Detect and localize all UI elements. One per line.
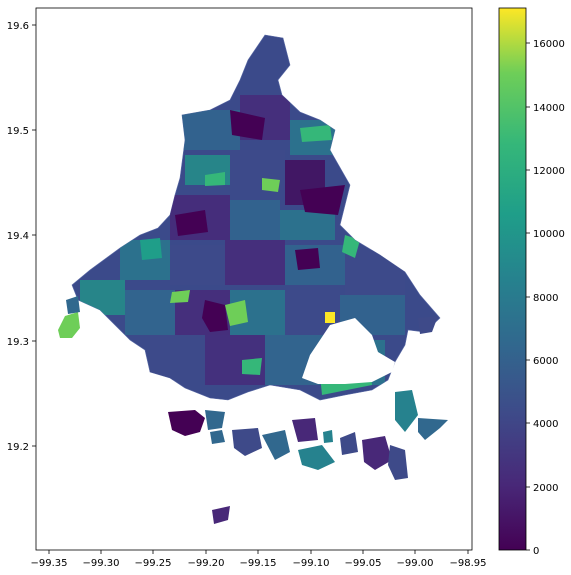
x-tick-label: −99.35 xyxy=(30,558,67,569)
colorbar-tick-label: 10000 xyxy=(533,229,565,240)
southern-fragments xyxy=(168,390,448,524)
y-tick-label: 19.3 xyxy=(7,337,29,348)
colorbar-tick-label: 16000 xyxy=(533,39,565,50)
airport-gap xyxy=(302,318,395,384)
x-tick-labels: −99.35 −99.30 −99.25 −99.20 −99.15 −99.1… xyxy=(30,558,486,569)
west-lobe xyxy=(58,312,80,338)
x-tick-label: −99.30 xyxy=(82,558,119,569)
west-lobe-2 xyxy=(66,296,80,314)
colorbar-tick-label: 12000 xyxy=(533,166,565,177)
y-tick-label: 19.6 xyxy=(7,21,29,32)
colorbar-tick-labels: 16000 14000 12000 10000 8000 6000 4000 2… xyxy=(533,39,565,557)
colorbar-ticks xyxy=(526,42,530,551)
x-tick-label: −99.05 xyxy=(344,558,381,569)
x-tick-label: −99.00 xyxy=(396,558,433,569)
y-tick-label: 19.5 xyxy=(7,126,29,137)
colorbar-tick-label: 2000 xyxy=(533,483,558,494)
y-tick-label: 19.4 xyxy=(7,231,29,242)
colorbar-tick-label: 14000 xyxy=(533,103,565,114)
east-tip xyxy=(418,316,438,334)
x-tick-label: −99.10 xyxy=(292,558,329,569)
y-tick-label: 19.2 xyxy=(7,442,29,453)
x-tick-label: −99.25 xyxy=(134,558,171,569)
district-patches xyxy=(80,95,405,395)
colorbar-tick-label: 0 xyxy=(533,546,539,557)
city-map xyxy=(58,34,448,524)
x-axis xyxy=(48,550,469,554)
x-tick-label: −99.15 xyxy=(239,558,276,569)
x-tick-label: −99.20 xyxy=(187,558,224,569)
colorbar-tick-label: 8000 xyxy=(533,293,558,304)
colorbar xyxy=(498,7,527,551)
x-tick-label: −98.95 xyxy=(449,558,486,569)
colorbar-tick-label: 6000 xyxy=(533,356,558,367)
y-axis xyxy=(32,24,36,447)
y-tick-labels: 19.6 19.5 19.4 19.3 19.2 xyxy=(7,21,29,453)
colorbar-tick-label: 4000 xyxy=(533,419,558,430)
